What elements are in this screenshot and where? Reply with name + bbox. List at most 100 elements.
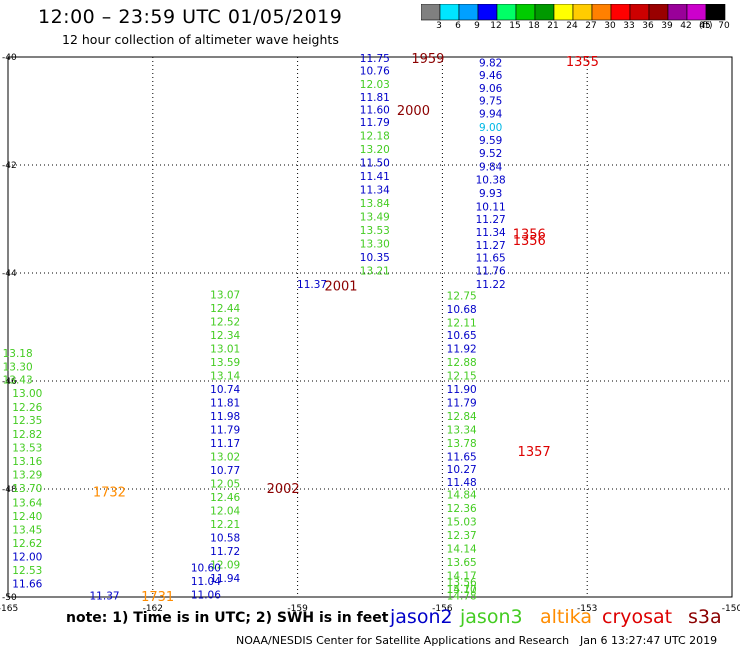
note-text: note: 1) Time is in UTC; 2) SWH is in fe…: [66, 610, 389, 626]
wave-height-value: 11.41: [360, 171, 390, 183]
wave-height-value: 12.34: [210, 330, 240, 342]
wave-height-value: 11.50: [360, 157, 390, 169]
color-scale-label: 18: [528, 21, 540, 31]
legend-jason2: jason2: [390, 606, 453, 628]
color-scale-label: 33: [623, 21, 635, 31]
pass-time-label: 1357: [518, 445, 551, 460]
longitude-tick-label: -156: [432, 604, 453, 614]
wave-height-value: 10.60: [191, 562, 221, 574]
wave-height-value: 12.36: [447, 503, 477, 515]
wave-height-value: 13.45: [12, 525, 42, 537]
color-scale-label: 30: [604, 21, 616, 31]
wave-height-value: 9.84: [479, 162, 503, 174]
pass-time-label: 1732: [93, 486, 126, 501]
wave-height-value: 13.70: [12, 483, 42, 495]
color-scale-label: 70: [718, 21, 730, 31]
wave-height-value: 9.94: [479, 109, 503, 121]
wave-height-value: 11.66: [12, 579, 42, 591]
color-scale-bar: [421, 4, 726, 21]
wave-height-value: 11.90: [447, 384, 477, 396]
wave-height-value: 13.02: [210, 452, 240, 464]
wave-height-value: 9.00: [479, 122, 502, 134]
wave-height-value: 9.59: [479, 135, 502, 147]
wave-height-value: 12.82: [12, 429, 42, 441]
wave-height-value: 13.16: [12, 456, 42, 468]
footer-credit: NOAA/NESDIS Center for Satellite Applica…: [236, 634, 570, 647]
wave-height-value: 9.75: [479, 96, 502, 108]
wave-height-value: 10.76: [360, 66, 390, 78]
color-scale-label: 12: [490, 21, 502, 31]
pass-time-label: 1355: [566, 55, 599, 70]
wave-height-value: 11.34: [476, 227, 506, 239]
wave-height-value: 11.27: [476, 240, 506, 252]
wave-height-value: 11.79: [210, 425, 240, 437]
pass-time-label: 2002: [267, 482, 300, 497]
wave-height-value: 10.27: [447, 464, 477, 476]
wave-height-value: 12.35: [12, 415, 42, 427]
latitude-tick-label: -42: [2, 161, 17, 171]
wave-height-value: 10.65: [447, 330, 477, 342]
longitude-tick-label: -150: [722, 604, 740, 614]
wave-height-value: 12.46: [210, 492, 240, 504]
wave-height-value: 11.94: [210, 573, 240, 585]
wave-height-value: 13.53: [360, 225, 390, 237]
wave-height-value: 11.37: [297, 279, 327, 291]
map-title: 12:00 – 23:59 UTC 01/05/2019: [38, 6, 343, 28]
longitude-tick-label: -153: [577, 604, 597, 614]
color-scale-label: 21: [547, 21, 559, 31]
wave-height-value: 13.30: [3, 361, 33, 373]
wave-height-value: 13.53: [12, 442, 42, 454]
longitude-tick-label: -159: [287, 604, 308, 614]
wave-height-value: 14.77: [447, 584, 477, 596]
wave-height-value: 15.10: [447, 584, 477, 596]
wave-height-value: 9.52: [479, 148, 502, 160]
wave-height-value: 13.34: [447, 425, 477, 437]
wave-height-value: 14.84: [447, 489, 477, 501]
wave-height-value: 12.03: [360, 79, 390, 91]
wave-height-value: 13.29: [12, 469, 42, 481]
wave-height-value: 11.72: [210, 546, 240, 558]
wave-height-value: 10.38: [476, 175, 506, 187]
wave-height-value: 11.65: [447, 452, 477, 464]
color-scale-label: 45: [699, 21, 711, 31]
wave-height-value: 12.04: [210, 506, 240, 518]
latitude-tick-label: -46: [2, 377, 17, 387]
legend-s3a: s3a: [688, 606, 722, 628]
wave-height-value: 10.58: [210, 533, 240, 545]
wave-height-value: 12.05: [210, 479, 240, 491]
wave-height-value: 12.88: [447, 357, 477, 369]
wave-height-value: 9.82: [479, 57, 502, 69]
longitude-tick-label: -165: [0, 604, 18, 614]
legend-altika: altika: [540, 606, 592, 628]
latitude-tick-label: -48: [2, 485, 17, 495]
wave-height-value: 11.04: [191, 576, 221, 588]
wave-height-value: 13.56: [447, 577, 477, 589]
wave-height-value: 13.84: [360, 198, 390, 210]
wave-height-value: 11.17: [210, 438, 240, 450]
wave-height-value: 10.11: [476, 202, 506, 214]
wave-height-value: 13.01: [210, 344, 240, 356]
pass-time-label: 1356: [513, 234, 546, 249]
wave-height-value: 11.22: [476, 279, 506, 291]
color-scale-label: 3: [436, 21, 442, 31]
wave-height-value: 9.06: [479, 83, 503, 95]
wave-height-value: 10.68: [447, 304, 477, 316]
color-scale-label: 6: [455, 21, 461, 31]
wave-height-value: 13.00: [12, 388, 42, 400]
legend-jason3: jason3: [460, 606, 523, 628]
wave-height-value: 12.53: [12, 565, 42, 577]
wave-height-value: 14.78: [447, 590, 477, 602]
wave-height-value: 11.60: [360, 104, 390, 116]
color-scale-label: 27: [585, 21, 597, 31]
wave-height-value: 11.76: [476, 265, 506, 277]
wave-height-value: 13.07: [210, 290, 240, 302]
wave-height-value: 10.35: [360, 252, 390, 264]
wave-height-value: 13.49: [360, 211, 390, 223]
pass-time-label: 1731: [141, 590, 174, 605]
wave-height-value: 11.81: [210, 398, 240, 410]
wave-height-value: 11.75: [360, 53, 390, 65]
wave-height-value: 13.64: [12, 498, 42, 510]
wave-height-value: 10.74: [210, 384, 240, 396]
wave-height-value: 12.26: [12, 402, 42, 414]
